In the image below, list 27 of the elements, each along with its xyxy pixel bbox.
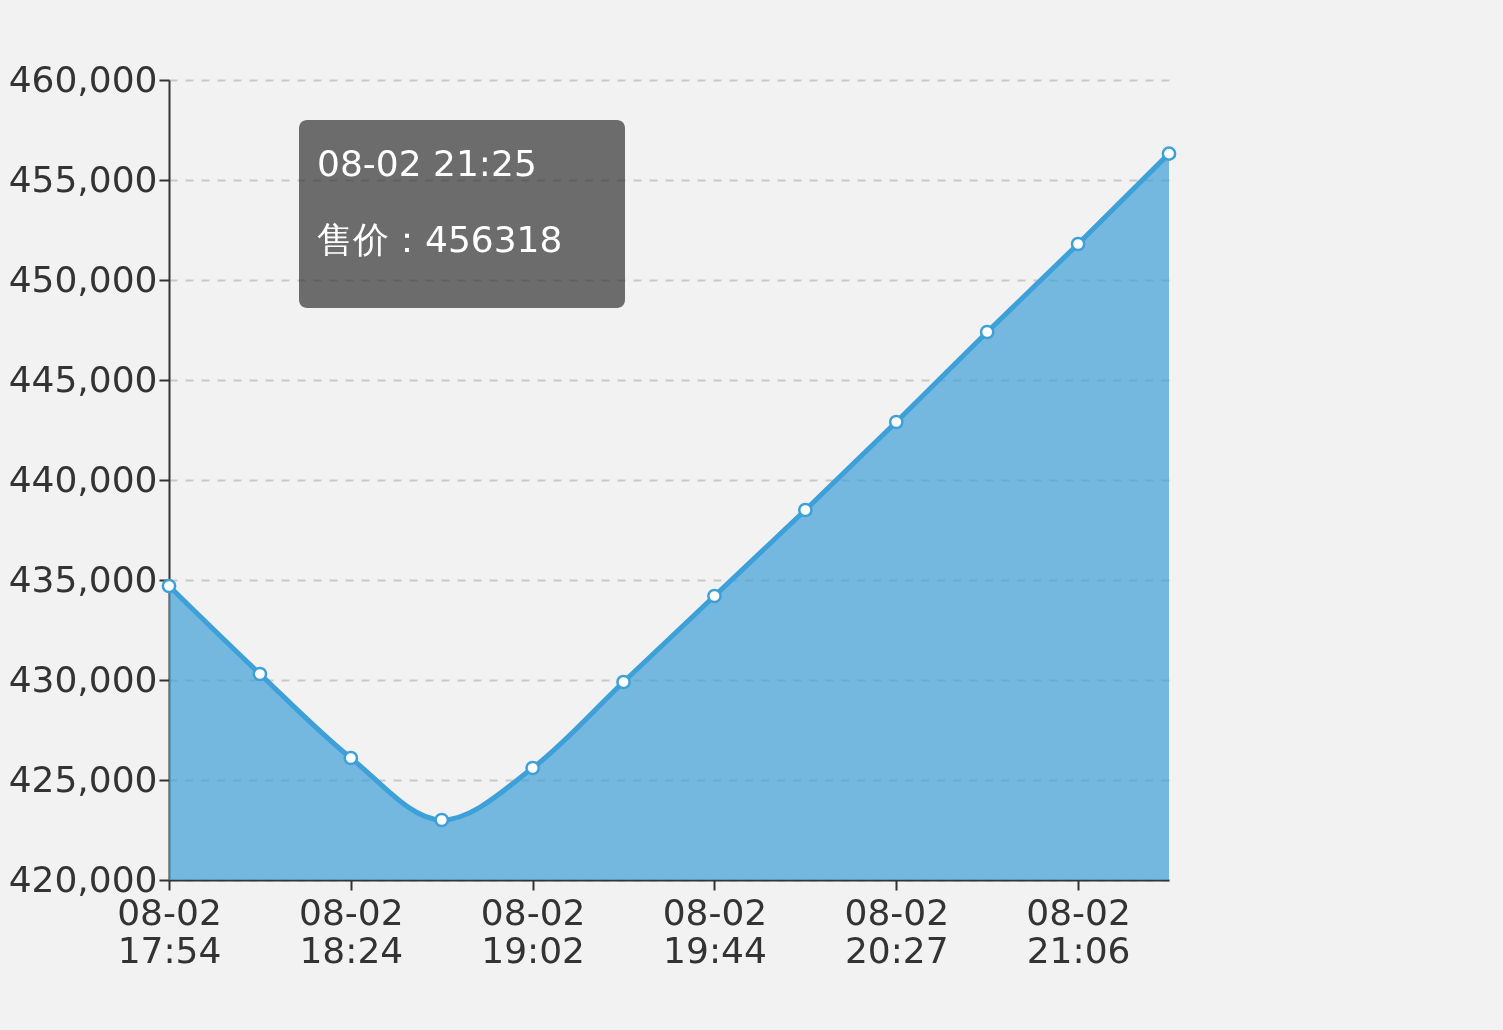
y-tick-label: 435,000 bbox=[8, 558, 158, 600]
annotation: 08-02 21:25 售价：456318 bbox=[317, 143, 563, 260]
x-tick-label: 08-02 18:24 bbox=[299, 891, 404, 971]
point bbox=[1161, 146, 1177, 161]
x-tick-label: 08-02 19:44 bbox=[662, 891, 768, 971]
y-tick-label: 445,000 bbox=[8, 358, 158, 400]
y-tick-label: 450,000 bbox=[8, 258, 158, 300]
y-tick-label: 460,000 bbox=[8, 58, 158, 100]
point bbox=[525, 760, 541, 776]
point bbox=[707, 588, 722, 604]
point bbox=[979, 324, 995, 340]
y-tick-label: 455,000 bbox=[8, 158, 158, 200]
point bbox=[888, 414, 904, 430]
x-tick-label: 08-02 19:02 bbox=[480, 891, 586, 971]
point bbox=[252, 666, 268, 682]
point bbox=[1070, 236, 1086, 252]
y-tick-label: 430,000 bbox=[8, 658, 158, 700]
y-tick-label: 420,000 bbox=[8, 858, 158, 900]
x-tick-label: 08-02 21:06 bbox=[1026, 891, 1131, 971]
point bbox=[343, 750, 359, 766]
y-tick-label: 425,000 bbox=[8, 758, 158, 800]
y-tick-label: 440,000 bbox=[8, 458, 158, 500]
point bbox=[161, 578, 177, 594]
x-tick-label: 08-02 20:27 bbox=[844, 891, 950, 971]
point bbox=[434, 812, 450, 828]
point bbox=[797, 502, 813, 518]
point bbox=[616, 674, 631, 690]
